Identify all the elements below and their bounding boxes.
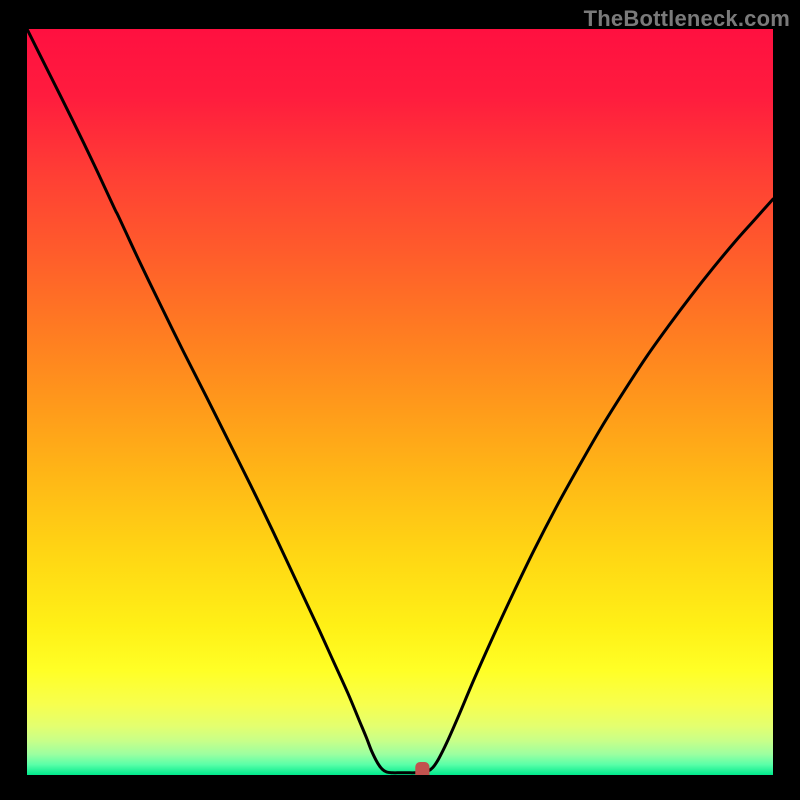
chart-frame: TheBottleneck.com [0,0,800,800]
chart-svg [27,29,773,775]
plot-area [27,29,773,775]
minimum-marker [415,762,429,775]
plot-background [27,29,773,775]
